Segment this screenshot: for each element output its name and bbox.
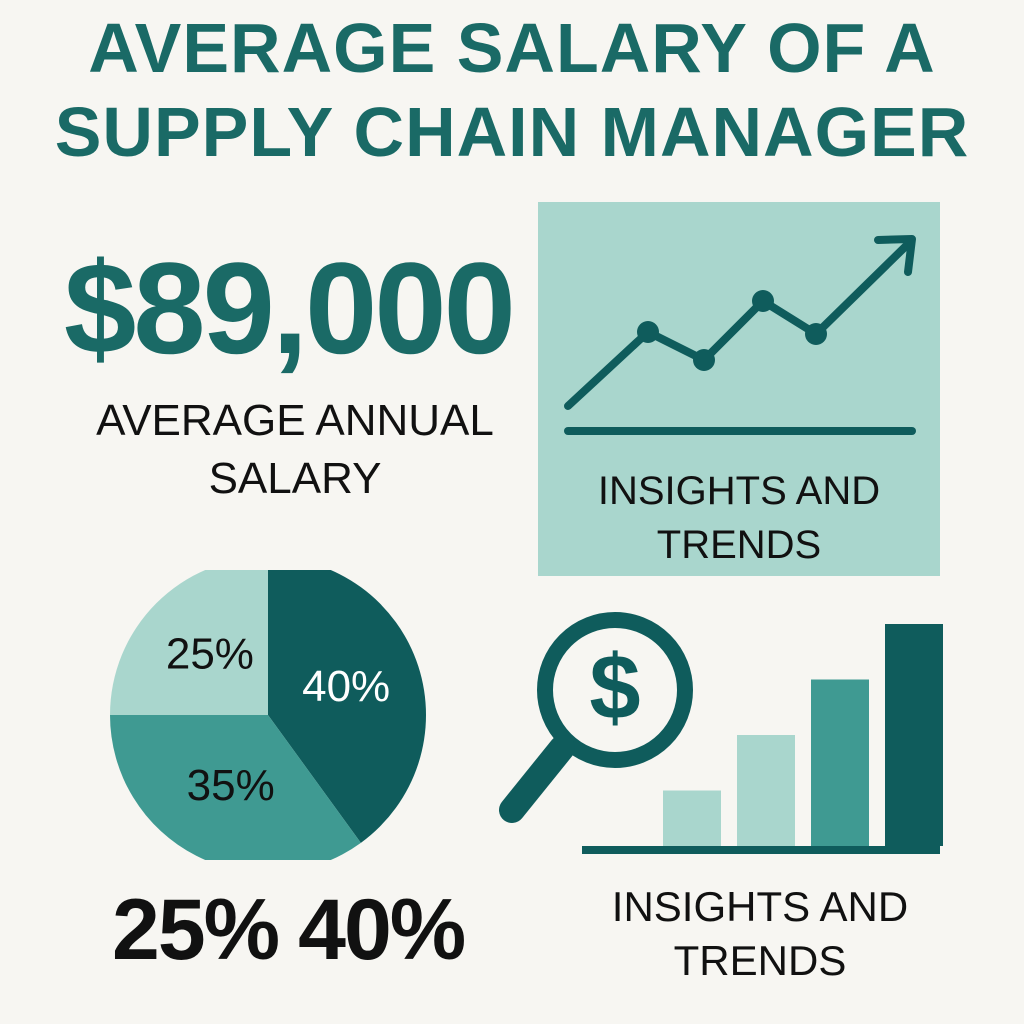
bar xyxy=(663,790,721,846)
trend-arrow-line-icon xyxy=(564,235,916,435)
title-line-1: AVERAGE SALARY OF A xyxy=(88,9,936,87)
trend-panel-label: INSIGHTS AND TRENDS xyxy=(538,464,940,572)
bar-panel-label: INSIGHTS AND TRENDS xyxy=(560,880,960,988)
pie-slices xyxy=(110,570,426,860)
trend-panel-label-line-1: INSIGHTS AND xyxy=(597,469,881,513)
pie-slice xyxy=(110,715,361,860)
salary-amount: $89,000 xyxy=(64,235,516,381)
bar xyxy=(885,624,943,846)
pie-slice-label: 25% xyxy=(166,630,254,679)
trend-panel: INSIGHTS AND TRENDS xyxy=(538,202,940,576)
pie-labels: 40% 35% 25% xyxy=(166,630,390,810)
pie-slice xyxy=(268,570,426,843)
magnifier-dollar-icon: $ xyxy=(499,612,693,823)
pie-slice xyxy=(110,570,268,715)
pie-slice-label: 40% xyxy=(302,662,390,711)
salary-label-line-1: AVERAGE ANNUAL xyxy=(96,396,494,445)
bar-panel-label-line-1: INSIGHTS AND xyxy=(611,883,909,930)
bar-group xyxy=(663,624,943,846)
page-title: AVERAGE SALARY OF A SUPPLY CHAIN MANAGER xyxy=(0,6,1024,174)
bottom-percent-second: 40% xyxy=(298,882,466,978)
salary-label-line-2: SALARY xyxy=(208,454,382,503)
salary-label: AVERAGE ANNUAL SALARY xyxy=(80,392,510,508)
pie-chart: 40% 35% 25% xyxy=(110,570,426,860)
bar-panel-label-line-2: TRENDS xyxy=(673,937,847,984)
bar xyxy=(811,679,869,846)
bottom-percent-first: 25% xyxy=(112,882,280,978)
trend-panel-label-line-2: TRENDS xyxy=(656,523,822,567)
bar-panel: $ xyxy=(499,612,943,854)
bar xyxy=(737,735,795,846)
svg-text:$: $ xyxy=(589,636,640,738)
bottom-percentages: 25% 40% xyxy=(112,880,484,980)
pie-slice-label: 35% xyxy=(187,761,275,810)
title-line-2: SUPPLY CHAIN MANAGER xyxy=(54,93,970,171)
